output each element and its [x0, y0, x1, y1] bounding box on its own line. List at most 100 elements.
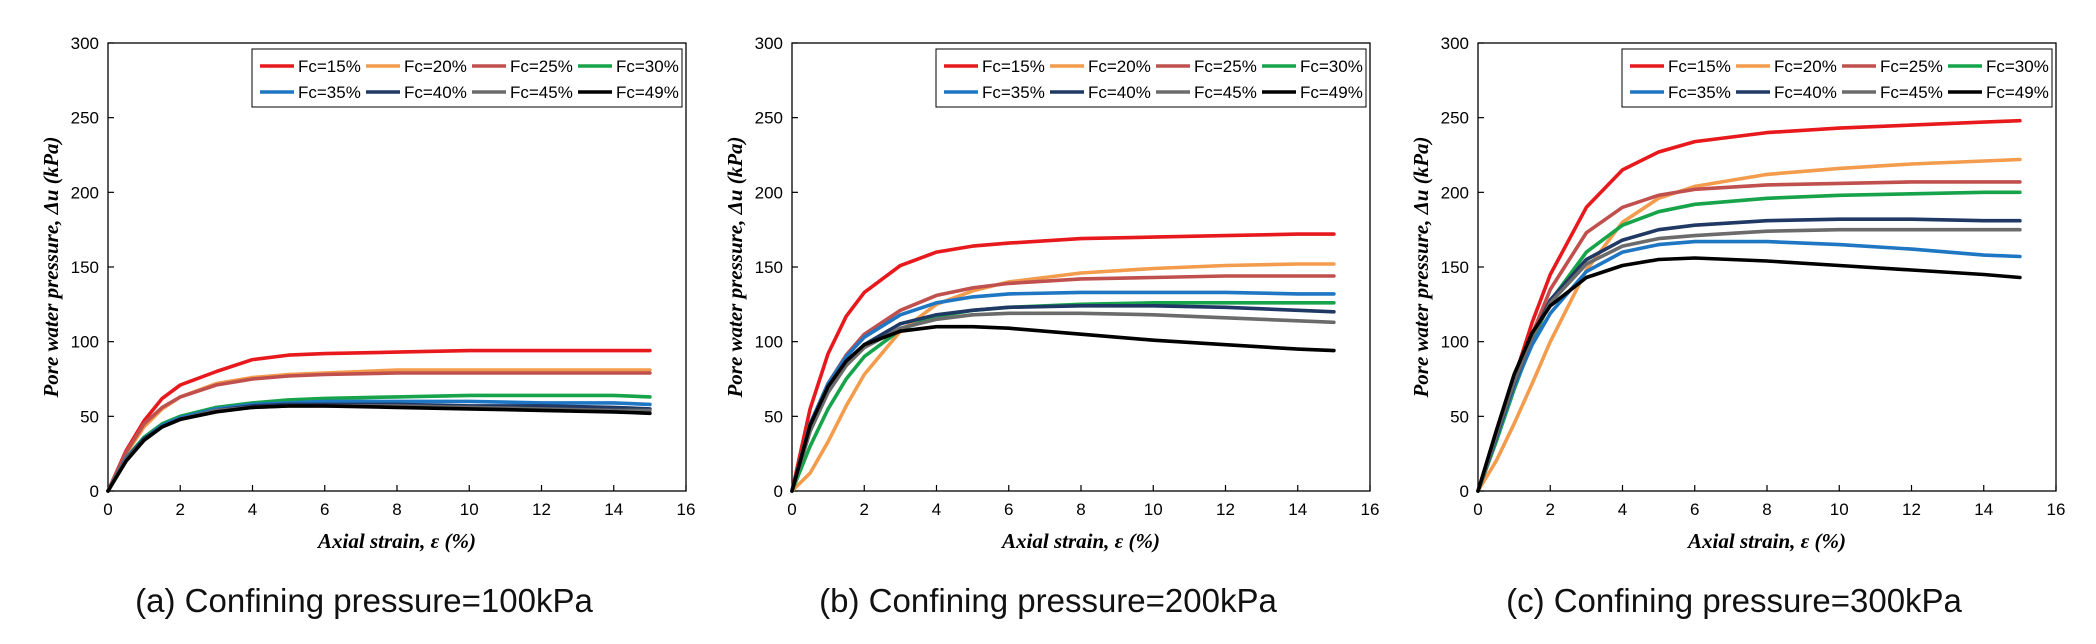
plot-frame — [107, 42, 687, 492]
series-line-fc35 — [106, 399, 652, 493]
series-line-fc25 — [106, 371, 652, 493]
series-line-fc49 — [1476, 256, 2022, 493]
x-tick-label: 0 — [787, 500, 796, 519]
y-tick-label: 50 — [764, 407, 783, 426]
y-tick-label: 100 — [71, 333, 99, 352]
series-line-fc15 — [106, 348, 652, 493]
x-tick-label: 6 — [1690, 500, 1699, 519]
legend-entry-label: Fc=20% — [404, 57, 467, 76]
x-tick-label: 2 — [860, 500, 869, 519]
x-tick-label: 10 — [1144, 500, 1163, 519]
x-tick-label: 14 — [1974, 500, 1993, 519]
legend-entry-label: Fc=49% — [1986, 83, 2049, 102]
legend-entry-label: Fc=15% — [982, 57, 1045, 76]
legend-entry-label: Fc=45% — [510, 83, 573, 102]
legend-entry-label: Fc=25% — [510, 57, 573, 76]
y-tick-label: 100 — [1441, 333, 1469, 352]
legend-entry-label: Fc=35% — [298, 83, 361, 102]
y-tick-label: 50 — [80, 407, 99, 426]
y-tick-label: 300 — [755, 34, 783, 53]
series-line-fc20 — [1476, 157, 2022, 493]
legend-entry-label: Fc=35% — [982, 83, 1045, 102]
legend — [1621, 48, 2053, 108]
legend-entry-label: Fc=49% — [1300, 83, 1363, 102]
x-tick-label: 14 — [604, 500, 623, 519]
legend-entry-label: Fc=25% — [1194, 57, 1257, 76]
legend-entry-label: Fc=15% — [1668, 57, 1731, 76]
x-tick-label: 10 — [460, 500, 479, 519]
y-axis-label: Pore water pressure, Δu (kPa) — [723, 136, 747, 398]
y-tick-label: 250 — [71, 109, 99, 128]
y-tick-label: 300 — [71, 34, 99, 53]
legend-entry-label: Fc=35% — [1668, 83, 1731, 102]
legend-entry-label: Fc=49% — [616, 83, 679, 102]
legend-entry-label: Fc=20% — [1088, 57, 1151, 76]
series-line-fc35 — [1476, 239, 2022, 493]
x-tick-label: 12 — [1902, 500, 1921, 519]
legend-entry-label: Fc=45% — [1194, 83, 1257, 102]
legend-entry-label: Fc=30% — [1986, 57, 2049, 76]
x-tick-label: 10 — [1830, 500, 1849, 519]
y-tick-label: 50 — [1450, 407, 1469, 426]
y-tick-label: 150 — [71, 258, 99, 277]
x-axis-label: Axial strain, ε (%) — [1686, 529, 1846, 553]
chart-panel-1: 0 50 100 150 200 250 300 0 2 4 6 8 10 12 14 16 Axial str… — [723, 34, 1379, 619]
series-line-fc35 — [790, 290, 1336, 493]
x-tick-label: 8 — [392, 500, 401, 519]
series-line-fc20 — [106, 368, 652, 493]
legend-entry-label: Fc=40% — [1774, 83, 1837, 102]
series-line-fc15 — [790, 232, 1336, 493]
y-tick-label: 250 — [1441, 109, 1469, 128]
chart-panel-2: 0 50 100 150 200 250 300 0 2 4 6 8 10 12 14 16 Axial str… — [1409, 34, 2065, 619]
legend-entry-label: Fc=40% — [1088, 83, 1151, 102]
series-line-fc49 — [790, 324, 1336, 493]
series-line-fc45 — [790, 311, 1336, 493]
chart-panel-0: 0 50 100 150 200 250 300 0 2 4 6 8 10 12 14 16 Axial str… — [39, 34, 695, 619]
legend — [251, 48, 683, 108]
legend-entry-label: Fc=15% — [298, 57, 361, 76]
legend-entry-label: Fc=45% — [1880, 83, 1943, 102]
y-tick-label: 200 — [71, 183, 99, 202]
legend-entry-label: Fc=30% — [1300, 57, 1363, 76]
x-tick-label: 2 — [1546, 500, 1555, 519]
x-tick-label: 0 — [103, 500, 112, 519]
panel-caption: (c) Confining pressure=300kPa — [1506, 582, 1962, 619]
series-line-fc45 — [1476, 227, 2022, 493]
y-tick-label: 100 — [755, 333, 783, 352]
x-tick-label: 4 — [932, 500, 941, 519]
x-tick-label: 14 — [1288, 500, 1307, 519]
legend — [935, 48, 1367, 108]
x-tick-label: 0 — [1473, 500, 1482, 519]
y-tick-label: 0 — [774, 482, 783, 501]
x-tick-label: 8 — [1076, 500, 1085, 519]
y-axis-label: Pore water pressure, Δu (kPa) — [1409, 136, 1433, 398]
legend-entry-label: Fc=40% — [404, 83, 467, 102]
y-axis-label: Pore water pressure, Δu (kPa) — [39, 136, 63, 398]
x-tick-label: 16 — [677, 500, 696, 519]
y-tick-label: 200 — [1441, 183, 1469, 202]
series-line-fc20 — [790, 262, 1336, 493]
series-line-fc30 — [1476, 190, 2022, 493]
y-tick-label: 200 — [755, 183, 783, 202]
legend-entry-label: Fc=25% — [1880, 57, 1943, 76]
x-tick-label: 16 — [1361, 500, 1380, 519]
x-tick-label: 6 — [1004, 500, 1013, 519]
series-line-fc49 — [106, 404, 652, 493]
y-tick-label: 0 — [1460, 482, 1469, 501]
y-tick-label: 150 — [1441, 258, 1469, 277]
panel-caption: (b) Confining pressure=200kPa — [819, 582, 1277, 619]
x-tick-label: 4 — [1618, 500, 1627, 519]
x-tick-label: 4 — [248, 500, 257, 519]
y-tick-label: 250 — [755, 109, 783, 128]
x-tick-label: 12 — [1216, 500, 1235, 519]
x-tick-label: 12 — [532, 500, 551, 519]
plot-frame — [791, 42, 1371, 492]
y-tick-label: 150 — [755, 258, 783, 277]
panel-caption: (a) Confining pressure=100kPa — [135, 582, 593, 619]
legend-entry-label: Fc=20% — [1774, 57, 1837, 76]
x-tick-label: 8 — [1762, 500, 1771, 519]
x-axis-label: Axial strain, ε (%) — [1000, 529, 1160, 553]
x-tick-label: 2 — [176, 500, 185, 519]
x-axis-label: Axial strain, ε (%) — [316, 529, 476, 553]
